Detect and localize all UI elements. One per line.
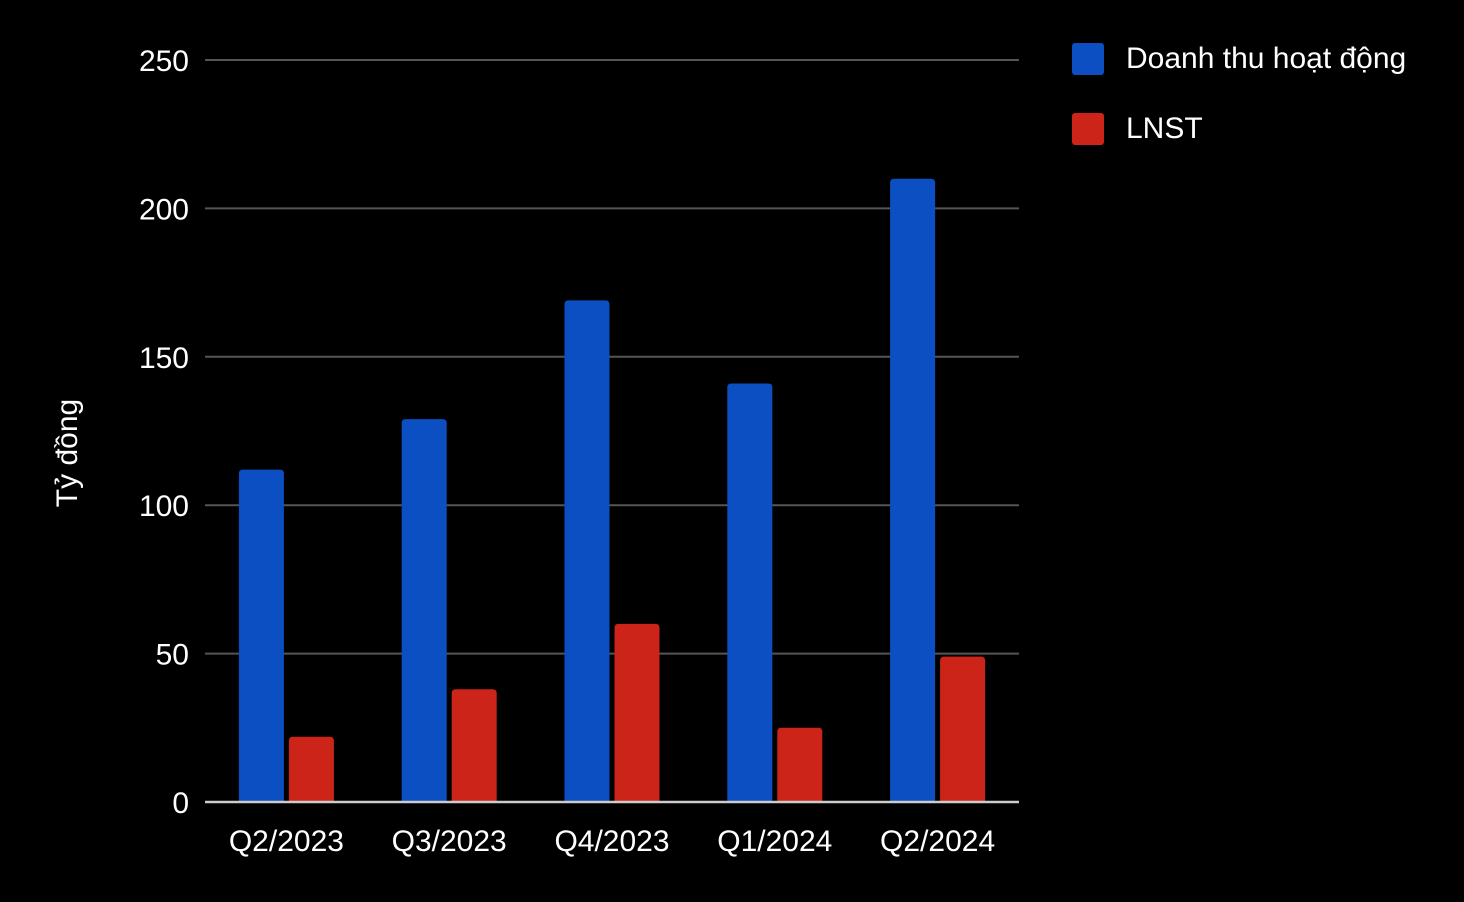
bar-revenue xyxy=(564,300,610,802)
legend-item-lnst: LNST xyxy=(1072,113,1406,145)
y-tick-label: 100 xyxy=(139,490,189,523)
y-tick-label: 200 xyxy=(139,193,189,226)
bar-lnst xyxy=(288,736,334,802)
y-tick-label: 250 xyxy=(139,45,189,78)
bar-revenue xyxy=(238,469,284,802)
legend-label-lnst: LNST xyxy=(1126,112,1203,145)
x-tick-label: Q3/2023 xyxy=(392,825,507,858)
bar-revenue xyxy=(727,383,773,802)
y-tick-label: 150 xyxy=(139,342,189,375)
bar-lnst xyxy=(940,656,986,802)
bar-lnst xyxy=(614,623,660,802)
bar-lnst xyxy=(777,727,823,802)
legend-swatch-revenue xyxy=(1072,43,1104,75)
y-tick-label: 50 xyxy=(156,639,189,672)
bar-revenue xyxy=(890,178,936,803)
x-tick-label: Q1/2024 xyxy=(717,825,832,858)
y-tick-label: 0 xyxy=(172,787,189,820)
legend-swatch-lnst xyxy=(1072,113,1104,145)
bars xyxy=(238,178,986,803)
x-axis-tick-labels: Q2/2023 Q3/2023 Q4/2023 Q1/2024 Q2/2024 xyxy=(229,825,995,858)
y-axis-label: Tỷ đồng xyxy=(51,399,84,507)
legend-item-revenue: Doanh thu hoạt động xyxy=(1072,43,1406,75)
gridlines xyxy=(205,59,1019,655)
bar-lnst xyxy=(451,689,497,802)
y-axis-tick-labels: 0 50 100 150 200 250 xyxy=(139,45,189,820)
legend: Doanh thu hoạt động LNST xyxy=(1072,43,1406,183)
legend-label-revenue: Doanh thu hoạt động xyxy=(1126,42,1407,75)
bar-revenue xyxy=(401,419,447,802)
x-tick-label: Q2/2023 xyxy=(229,825,344,858)
x-tick-label: Q4/2023 xyxy=(554,825,669,858)
x-tick-label: Q2/2024 xyxy=(880,825,995,858)
